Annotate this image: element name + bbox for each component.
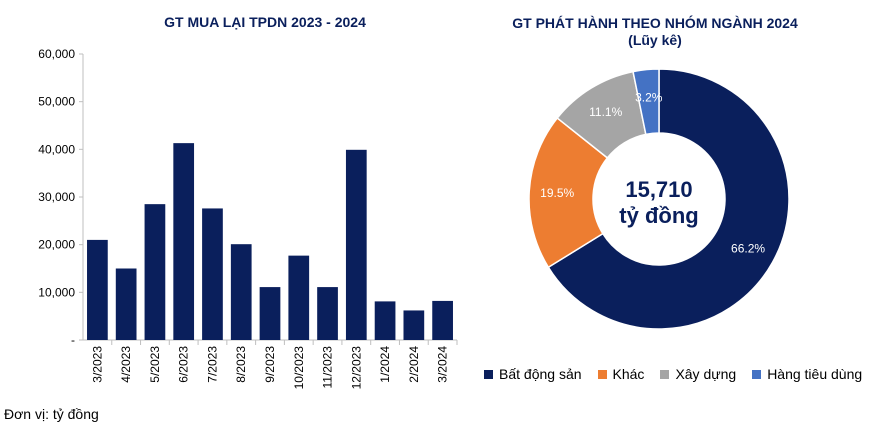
x-tick-label: 6/2023 bbox=[177, 346, 191, 383]
x-tick-label: 11/2023 bbox=[321, 346, 335, 389]
bar bbox=[403, 310, 425, 340]
pie-chart-title: GT PHÁT HÀNH THEO NHÓM NGÀNH 2024 bbox=[512, 15, 798, 31]
legend-label: Hàng tiêu dùng bbox=[767, 366, 863, 382]
bar bbox=[202, 208, 223, 340]
pie-slice-label: 11.1% bbox=[589, 105, 622, 119]
pie-slice-label: 19.5% bbox=[540, 186, 574, 200]
x-tick-label: 10/2023 bbox=[292, 346, 306, 390]
legend-item: Xây dựng bbox=[660, 366, 736, 382]
bar bbox=[345, 149, 367, 340]
bar bbox=[115, 268, 137, 340]
x-tick-label: 12/2023 bbox=[349, 346, 363, 390]
legend-swatch bbox=[660, 369, 670, 379]
legend-label: Khác bbox=[612, 366, 645, 382]
x-tick-label: 4/2023 bbox=[119, 346, 133, 383]
unit-note: Đơn vị: tỷ đồng bbox=[4, 406, 99, 422]
bar bbox=[87, 239, 108, 340]
bar-chart-title: GT MUA LẠI TPDN 2023 - 2024 bbox=[164, 14, 366, 30]
x-tick-label: 3/2023 bbox=[90, 346, 104, 383]
legend-label: Xây dựng bbox=[675, 366, 737, 382]
x-tick-label: 2/2024 bbox=[407, 346, 421, 383]
bar bbox=[432, 300, 453, 340]
pie-legend: Bất động sản Khác Xây dựng Hàng tiêu dùng bbox=[484, 366, 862, 382]
x-tick-label: 8/2023 bbox=[234, 346, 248, 383]
y-tick-label: - bbox=[71, 333, 75, 347]
pie-slice-label: 66.2% bbox=[731, 242, 765, 256]
legend-label: Bất động sản bbox=[499, 366, 582, 382]
y-tick-label: 50,000 bbox=[38, 95, 75, 109]
bar bbox=[374, 301, 396, 340]
bar bbox=[173, 143, 195, 340]
y-tick-label: 20,000 bbox=[38, 238, 75, 252]
pie-slice bbox=[528, 116, 609, 269]
x-tick-label: 1/2024 bbox=[378, 346, 392, 383]
legend-swatch bbox=[597, 369, 607, 379]
y-tick-label: 40,000 bbox=[38, 142, 75, 156]
y-tick-label: 30,000 bbox=[38, 190, 75, 204]
donut-center-unit: tỷ đồng bbox=[619, 203, 698, 228]
bar bbox=[144, 204, 166, 340]
bar bbox=[259, 287, 281, 340]
bar bbox=[230, 244, 252, 340]
x-tick-label: 3/2024 bbox=[436, 346, 450, 383]
y-tick-label: 10,000 bbox=[38, 285, 75, 299]
legend-swatch bbox=[752, 369, 762, 379]
legend-swatch bbox=[484, 369, 493, 379]
legend-item: Khác bbox=[597, 366, 645, 382]
pie-slice-label: 3.2% bbox=[635, 91, 663, 105]
legend-item: Hàng tiêu dùng bbox=[752, 366, 862, 382]
pie-chart-subtitle: (Lũy kê) bbox=[628, 32, 682, 48]
x-tick-label: 7/2023 bbox=[205, 346, 219, 383]
y-tick-label: 60,000 bbox=[38, 47, 75, 61]
pie-slice bbox=[632, 68, 660, 136]
pie-slice bbox=[547, 68, 790, 330]
legend-item: Bất động sản bbox=[484, 366, 582, 382]
x-tick-label: 5/2023 bbox=[148, 346, 162, 383]
donut-center-value: 15,710 bbox=[625, 177, 692, 202]
bar bbox=[317, 287, 338, 340]
bar bbox=[288, 255, 310, 340]
x-tick-label: 9/2023 bbox=[263, 346, 277, 383]
